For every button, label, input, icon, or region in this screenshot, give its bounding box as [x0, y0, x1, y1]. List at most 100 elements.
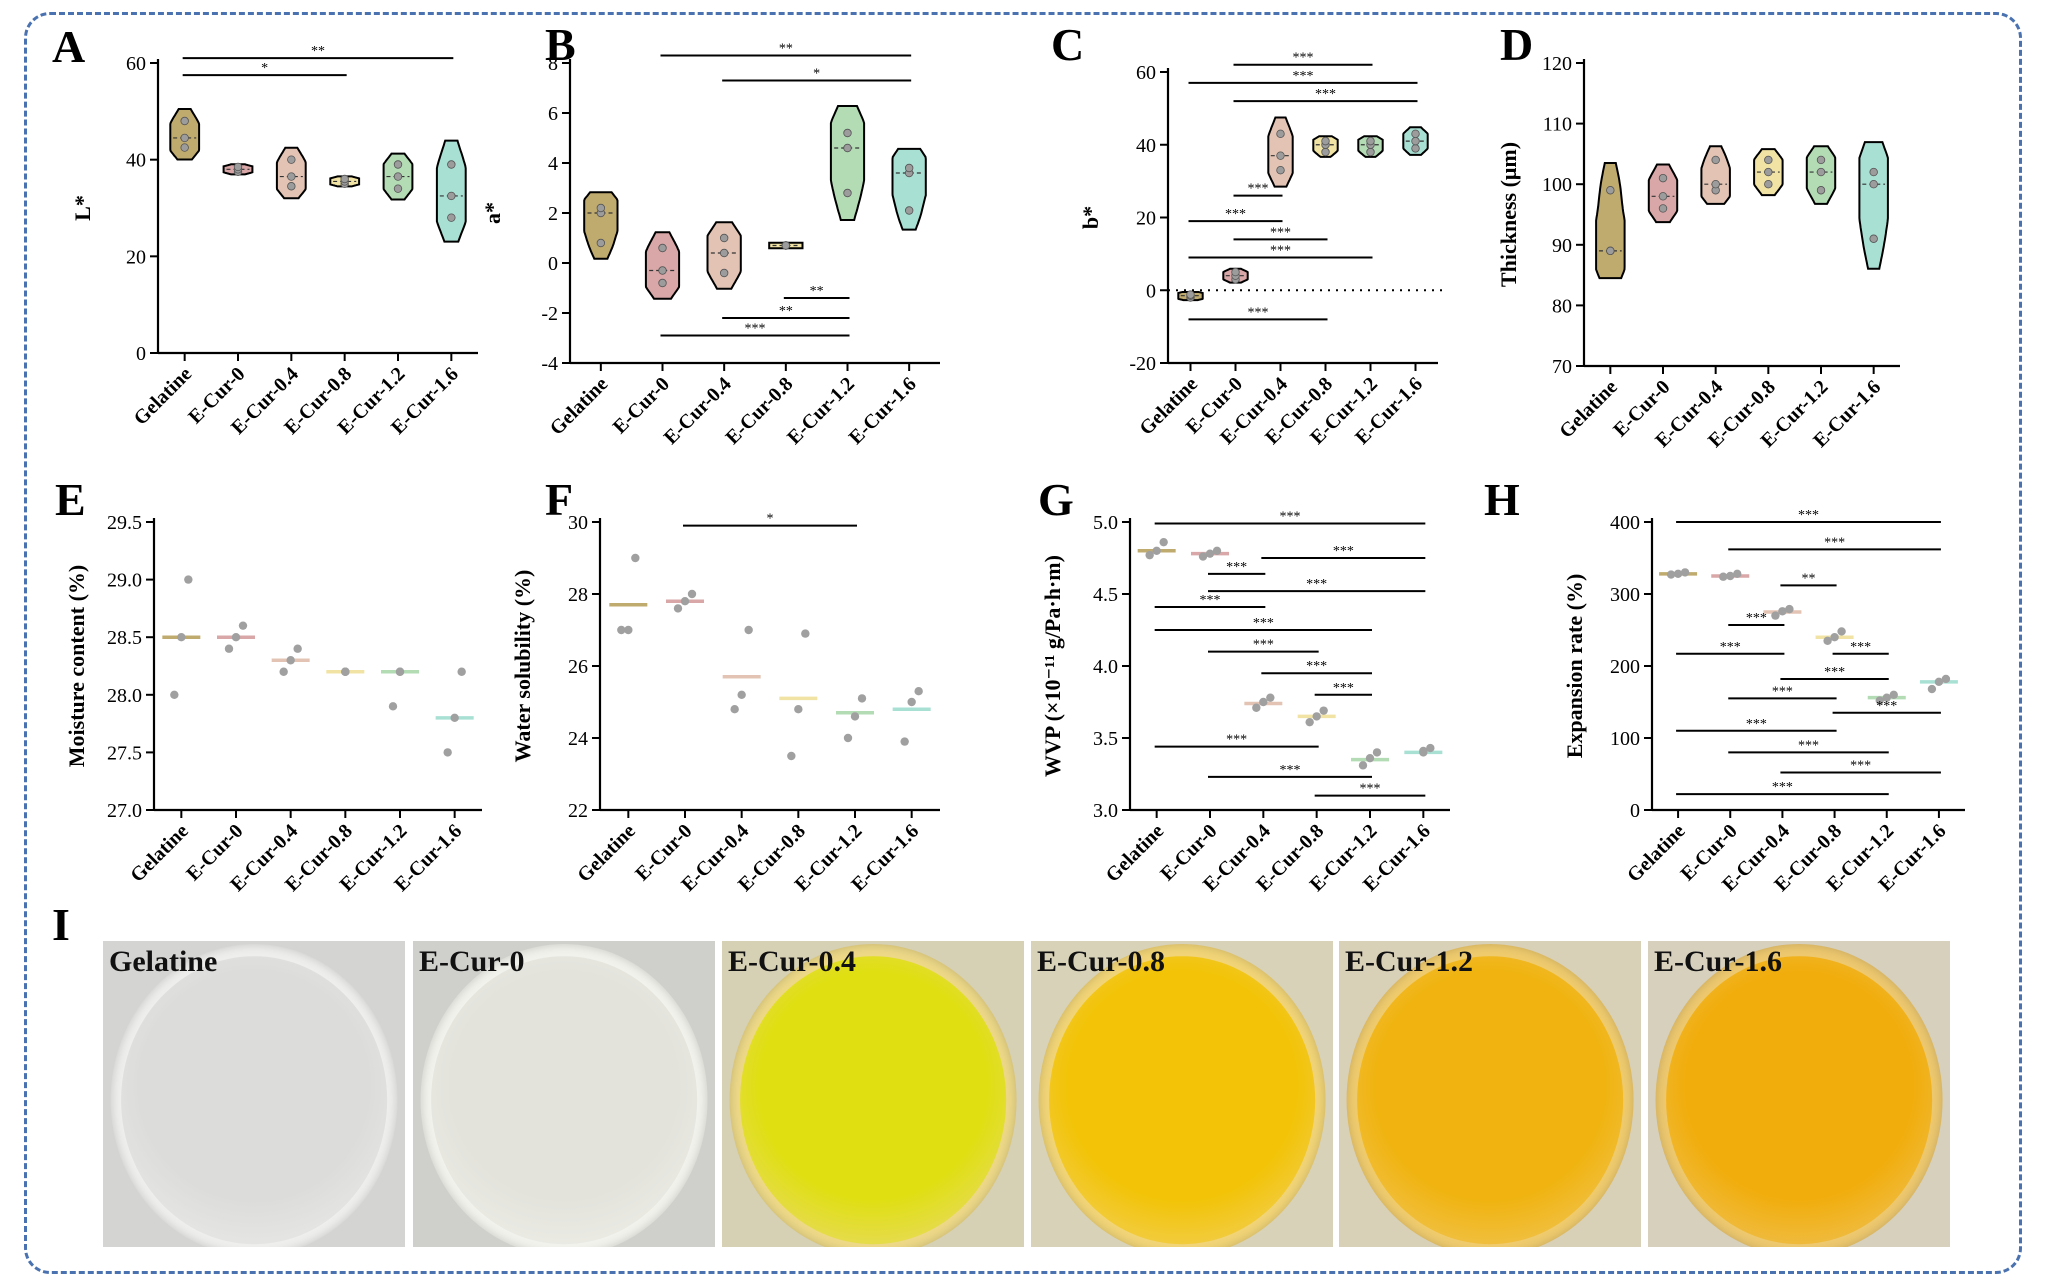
significance-label: **: [311, 44, 325, 59]
data-point: [1711, 155, 1720, 165]
significance-label: ***: [1280, 509, 1301, 524]
x-tick-label: Gelatine: [1555, 376, 1622, 443]
data-point: [719, 233, 729, 243]
data-point: [1726, 571, 1735, 581]
significance-label: ***: [1226, 560, 1247, 575]
data-point: [1869, 167, 1878, 177]
data-point: [1830, 633, 1839, 642]
significance-label: ***: [1746, 611, 1767, 626]
data-point: [180, 116, 189, 126]
y-tick-label: 0: [136, 343, 146, 365]
data-point: [1606, 246, 1615, 256]
data-point: [1785, 604, 1794, 614]
data-point: [1198, 552, 1208, 561]
data-point: [1816, 186, 1826, 195]
significance-label: ***: [1253, 638, 1274, 653]
data-point: [737, 690, 746, 699]
data-point: [1145, 550, 1154, 560]
y-tick-label: 4: [548, 153, 558, 175]
data-point: [279, 667, 288, 676]
violin-shape: [435, 139, 467, 243]
data-point: [177, 633, 186, 642]
significance-label: ***: [1248, 182, 1269, 197]
y-tick-label: 90: [1552, 235, 1572, 257]
data-point: [617, 625, 626, 635]
data-point: [1186, 290, 1195, 299]
significance-label: ***: [1850, 759, 1871, 774]
data-point: [1212, 546, 1222, 555]
data-point: [900, 737, 909, 746]
y-tick-label: 300: [1610, 584, 1640, 606]
significance-label: ***: [1772, 684, 1793, 699]
data-point: [1411, 136, 1420, 146]
data-point: [1276, 151, 1285, 160]
significance-label: ***: [1746, 717, 1767, 732]
data-point: [1764, 179, 1773, 189]
photo-label: E-Cur-1.2: [1345, 945, 1474, 978]
panel-letter-F: F: [545, 474, 573, 525]
data-point: [1266, 693, 1275, 702]
y-tick-label: 28.0: [107, 685, 142, 707]
data-point: [1411, 144, 1420, 153]
y-tick-label: 400: [1610, 512, 1640, 534]
petri-dish-film: [740, 956, 1006, 1244]
data-point: [447, 191, 456, 201]
y-tick-label: 8: [548, 53, 558, 75]
y-tick-label: 27.5: [107, 742, 142, 764]
data-point: [730, 705, 739, 714]
data-point: [1658, 204, 1668, 213]
data-point: [180, 143, 189, 152]
data-point: [286, 656, 295, 665]
violin-shape: [644, 231, 681, 300]
data-point: [1837, 627, 1846, 636]
significance-label: **: [779, 304, 793, 319]
petri-dish-film: [121, 956, 387, 1244]
significance-label: ***: [1200, 593, 1221, 608]
y-tick-label: 24: [568, 728, 588, 750]
y-tick-label: -2: [541, 303, 558, 325]
y-tick-label: 80: [1552, 295, 1572, 317]
significance-label: ***: [1253, 616, 1274, 631]
data-point: [447, 213, 456, 222]
significance-label: ***: [1333, 544, 1354, 559]
x-tick-label: Gelatine: [1623, 820, 1690, 887]
y-axis-label: a*: [480, 202, 505, 224]
y-tick-label: 3.5: [1093, 728, 1118, 750]
data-point: [1733, 569, 1742, 579]
significance-label: ***: [1293, 69, 1314, 84]
figure-dashed-frame: [24, 12, 2022, 1274]
y-tick-label: 4.0: [1093, 656, 1118, 678]
violin-shape: [891, 147, 927, 231]
x-tick-label: E-Cur-1.6: [845, 373, 921, 449]
data-point: [341, 667, 350, 676]
data-point: [231, 633, 241, 642]
x-tick-label: Gelatine: [130, 363, 197, 430]
data-point: [658, 266, 667, 275]
data-point: [1231, 267, 1240, 277]
data-point: [1869, 234, 1878, 243]
data-point: [843, 143, 852, 153]
y-tick-label: 29.0: [107, 570, 142, 592]
data-point: [1366, 136, 1375, 146]
data-point: [1305, 717, 1314, 727]
petri-dish-film: [1666, 956, 1932, 1244]
y-axis-label: Thickness (μm): [1496, 142, 1521, 287]
photo-e-cur-1-2: E-Cur-1.2: [1339, 941, 1641, 1247]
data-point: [1365, 753, 1375, 763]
data-point: [1680, 568, 1690, 577]
photo-e-cur-0-8: E-Cur-0.8: [1031, 941, 1333, 1247]
panel-letter-I: I: [52, 899, 70, 950]
data-point: [673, 604, 683, 613]
y-tick-label: 110: [1543, 114, 1572, 136]
significance-label: *: [261, 61, 268, 76]
petri-dish-film: [1357, 956, 1623, 1244]
data-point: [1764, 167, 1773, 177]
panel-E: E 27.0 27.5 28.0 28.5 29.0 29.5 Moisture conten…: [55, 474, 482, 896]
violin-shape: [1595, 162, 1626, 280]
data-point: [1321, 147, 1330, 157]
x-tick-label: Gelatine: [573, 820, 640, 887]
data-point: [843, 733, 853, 743]
significance-label: ***: [1876, 699, 1897, 714]
x-tick-label: Gelatine: [1102, 820, 1169, 887]
data-point: [1764, 155, 1773, 165]
